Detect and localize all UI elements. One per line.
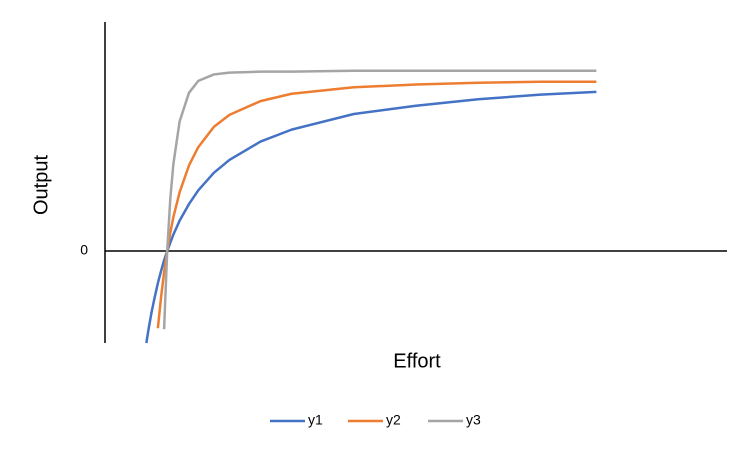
legend-label: y1 (308, 412, 323, 428)
legend-label: y3 (466, 412, 481, 428)
y-axis-label: Output (30, 155, 52, 215)
line-series (145, 90, 597, 344)
line-series (162, 69, 597, 330)
x-axis-label: Effort (393, 350, 441, 372)
line-series (156, 80, 597, 329)
legend-label: y2 (386, 412, 401, 428)
y-tick-label: 0 (80, 242, 88, 258)
